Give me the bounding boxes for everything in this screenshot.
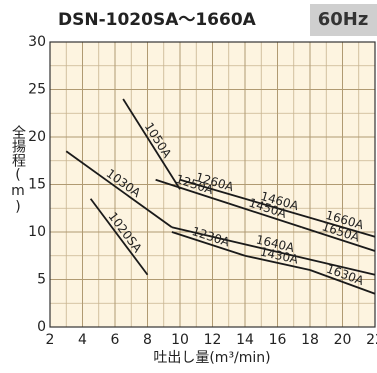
y-tick-label: 0 bbox=[37, 319, 46, 335]
x-tick-label: 6 bbox=[111, 332, 120, 348]
x-tick-label: 10 bbox=[171, 332, 189, 348]
series-line bbox=[171, 231, 246, 257]
series-line bbox=[309, 216, 376, 238]
y-tick-label: 20 bbox=[28, 129, 46, 145]
series-line bbox=[228, 202, 303, 229]
series-line bbox=[301, 226, 376, 252]
series-line bbox=[179, 178, 246, 200]
y-tick-label: 10 bbox=[28, 224, 46, 240]
y-axis-label: 全揚程(m) bbox=[10, 124, 26, 215]
series-line bbox=[122, 98, 181, 190]
series-line bbox=[89, 198, 149, 276]
series-line bbox=[65, 150, 173, 228]
x-tick-label: 22 bbox=[366, 332, 377, 348]
series-line bbox=[244, 197, 311, 219]
x-tick-label: 8 bbox=[143, 332, 152, 348]
y-tick-label: 30 bbox=[28, 34, 46, 50]
series-line bbox=[155, 178, 230, 205]
series-line bbox=[309, 269, 376, 295]
subtitle-box bbox=[310, 4, 377, 36]
x-tick-label: 14 bbox=[236, 332, 254, 348]
x-tick-label: 20 bbox=[334, 332, 352, 348]
series-line bbox=[244, 254, 311, 271]
x-tick-label: 12 bbox=[204, 332, 222, 348]
chart-title: DSN-1020SA～1660A bbox=[58, 10, 257, 30]
x-tick-label: 2 bbox=[46, 332, 55, 348]
x-axis-label: 吐出し量(m³/min) bbox=[153, 350, 270, 366]
x-tick-label: 18 bbox=[301, 332, 319, 348]
y-tick-label: 15 bbox=[28, 177, 46, 193]
x-tick-label: 4 bbox=[78, 332, 87, 348]
y-tick-label: 5 bbox=[37, 272, 46, 288]
y-tick-label: 25 bbox=[28, 82, 46, 98]
chart-subtitle: 60Hz bbox=[318, 9, 369, 30]
plot-frame bbox=[49, 41, 376, 328]
x-tick-label: 16 bbox=[269, 332, 287, 348]
series-line bbox=[171, 226, 376, 276]
